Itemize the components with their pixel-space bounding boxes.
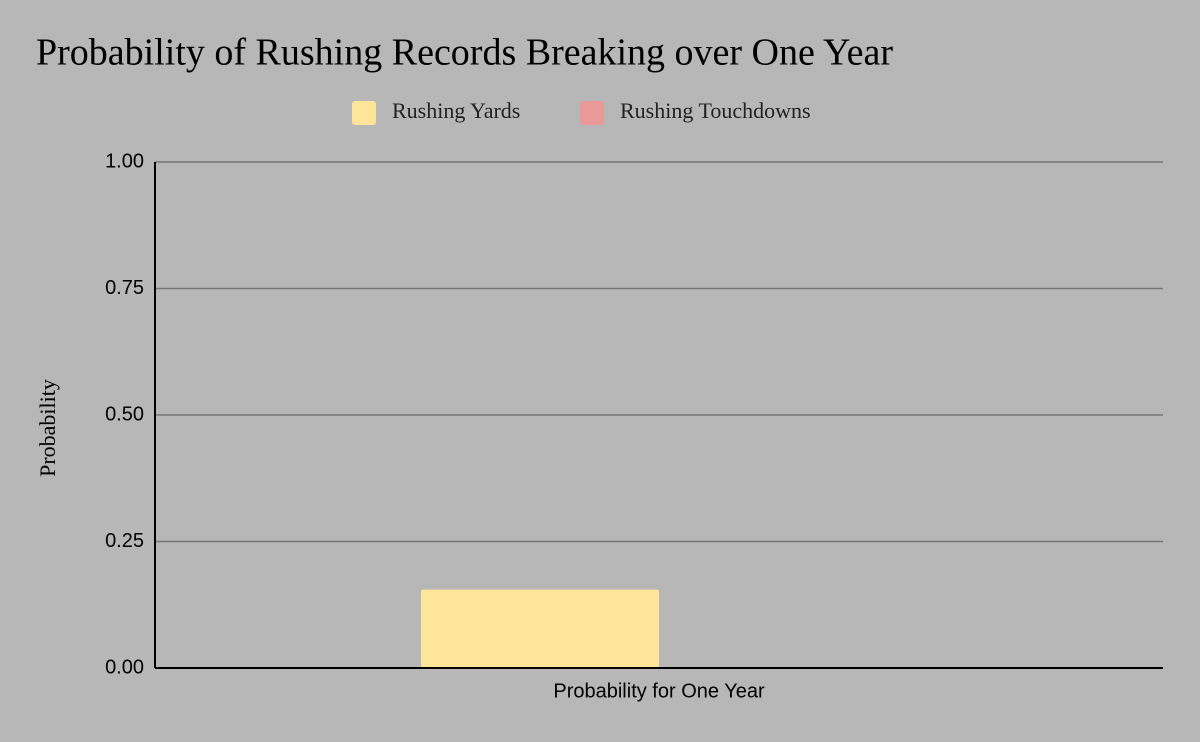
- bar: [421, 589, 659, 668]
- y-tick-label: 0.00: [105, 656, 144, 678]
- y-axis-label: Probability: [35, 379, 60, 477]
- legend-label: Rushing Yards: [392, 98, 520, 123]
- legend-swatch: [580, 101, 604, 125]
- legend-swatch: [352, 101, 376, 125]
- x-tick-label: Probability for One Year: [553, 680, 765, 702]
- legend-label: Rushing Touchdowns: [620, 98, 811, 123]
- y-tick-label: 0.50: [105, 403, 144, 425]
- y-tick-label: 1.00: [105, 150, 144, 172]
- chart-title: Probability of Rushing Records Breaking …: [36, 32, 893, 74]
- y-tick-label: 0.25: [105, 530, 144, 552]
- y-tick-label: 0.75: [105, 277, 144, 299]
